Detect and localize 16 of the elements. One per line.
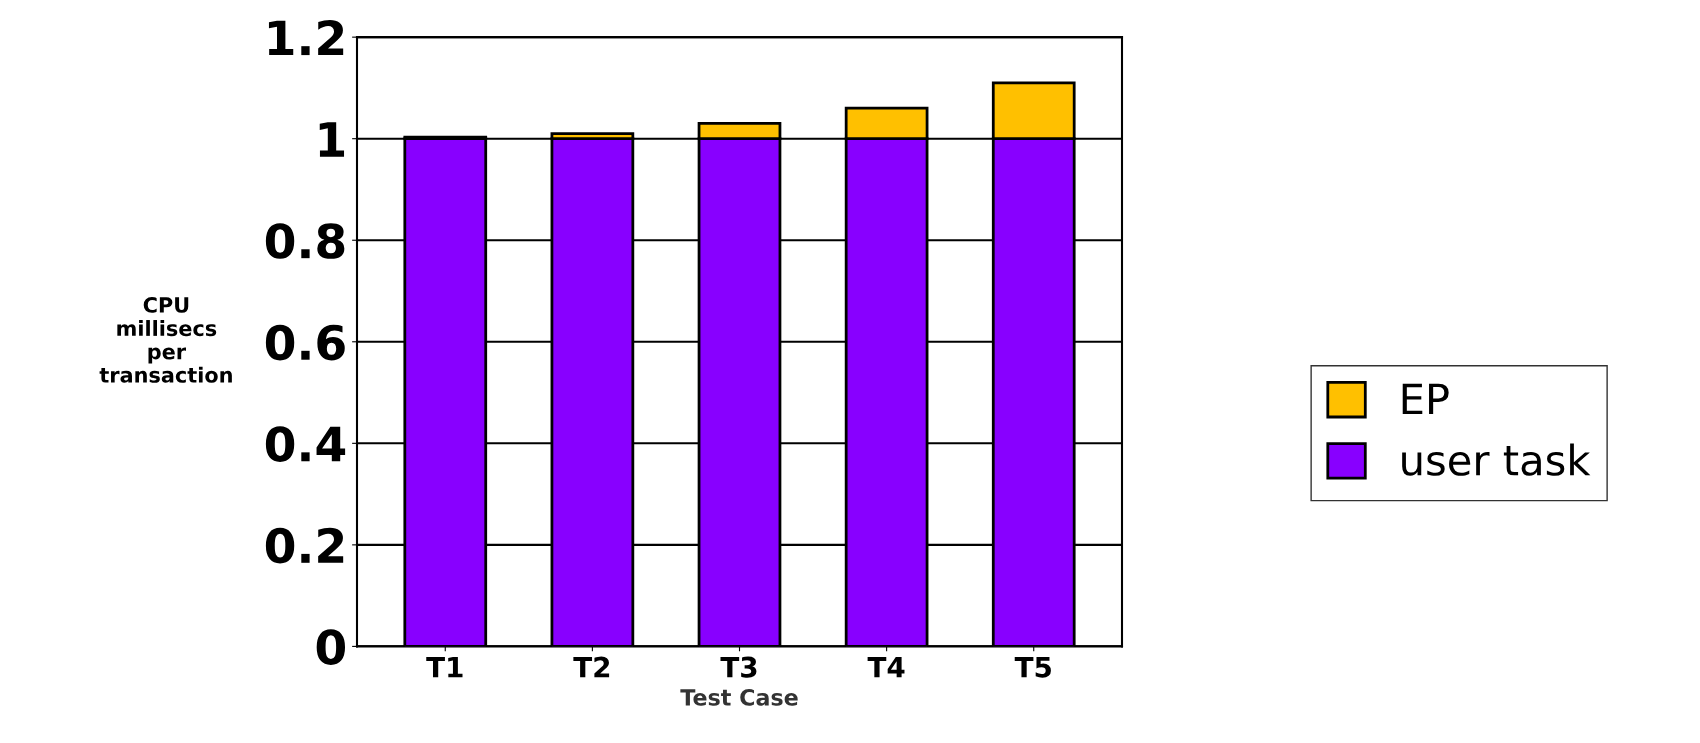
x-tick-label: T4 [867,656,905,678]
x-tick-label: T2 [573,656,610,678]
y-tick-label: 0.6 [265,324,345,361]
x-axis-title: Test Case [680,688,798,706]
legend-label: user task [1402,443,1591,476]
y-tick-label: 1 [319,122,345,157]
y-tick-label: 0.8 [265,223,345,259]
y-tick-label: 1.2 [268,20,344,56]
y-tick-label: 0.4 [265,426,346,462]
x-tick-label: T3 [720,656,757,678]
y-tick-label: 0 [316,629,346,666]
x-tick-label: T1 [426,656,463,678]
x-tick-label: T5 [1014,656,1051,678]
y-tick-label: 0.2 [265,527,344,564]
y-axis-title: CPU millisecs per transaction [99,297,232,383]
legend-label: EP [1402,383,1449,415]
